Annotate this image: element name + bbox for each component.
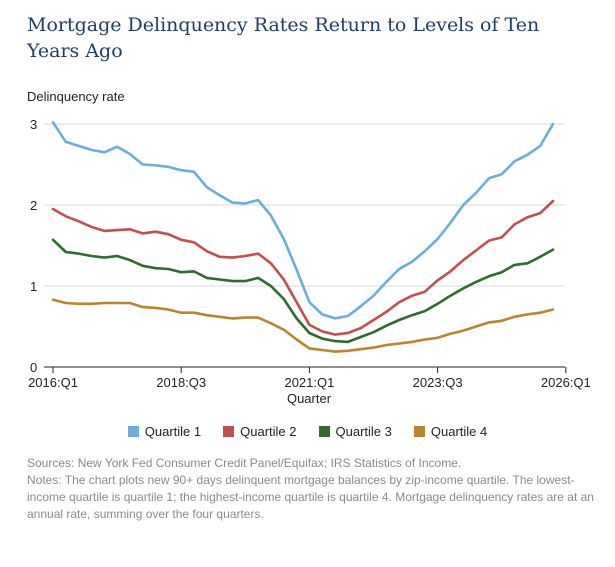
- legend-label-quartile-1: Quartile 1: [144, 424, 202, 439]
- legend-label-quartile-3: Quartile 3: [335, 424, 392, 439]
- legend-label-quartile-4: Quartile 4: [430, 424, 488, 439]
- notes-text: Notes: The chart plots new 90+ days deli…: [27, 473, 594, 521]
- legend-item-quartile-1: Quartile 1: [127, 424, 202, 439]
- legend-item-quartile-4: Quartile 4: [413, 424, 488, 439]
- legend-swatch-quartile-4: [413, 426, 425, 437]
- legend-swatch-quartile-2: [223, 426, 235, 437]
- legend-item-quartile-3: Quartile 3: [318, 424, 392, 439]
- x-tick-label: 2018:Q3: [156, 375, 206, 390]
- legend-swatch-quartile-1: [127, 426, 139, 437]
- y-tick-label: 0: [30, 360, 37, 375]
- legend-swatch-quartile-3: [318, 426, 330, 437]
- y-tick-label: 1: [30, 279, 37, 294]
- x-axis-label: Quarter: [287, 391, 332, 406]
- line-chart: 0 1 2 3 2016:Q1 2018:Q3 2021:Q1 2023:Q3 2026:Q1 Q…: [28, 117, 591, 406]
- x-tick-label: 2026:Q1: [541, 375, 591, 390]
- x-tick-label: 2021:Q1: [284, 375, 334, 390]
- x-tick-label: 2016:Q1: [28, 375, 78, 390]
- legend-item-quartile-2: Quartile 2: [223, 424, 297, 439]
- y-tick-label: 3: [30, 117, 37, 132]
- series-line-quartile-4: [51, 298, 555, 353]
- legend: Quartile 1 Quartile 2 Quartile 3 Quartil…: [0, 424, 615, 439]
- chart-title: Mortgage Delinquency Rates Return to Lev…: [27, 14, 540, 62]
- series-line-quartile-1: [51, 121, 555, 320]
- y-tick-label: 2: [30, 198, 37, 213]
- y-axis-label: Delinquency rate: [27, 89, 125, 104]
- legend-label-quartile-2: Quartile 2: [240, 424, 297, 439]
- sources-text: Sources: New York Fed Consumer Credit Pa…: [27, 456, 462, 470]
- x-tick-label: 2023:Q3: [413, 375, 463, 390]
- chart-notes: Sources: New York Fed Consumer Credit Pa…: [27, 455, 597, 523]
- series-line-quartile-2: [51, 199, 555, 336]
- series-line-quartile-3: [51, 238, 555, 344]
